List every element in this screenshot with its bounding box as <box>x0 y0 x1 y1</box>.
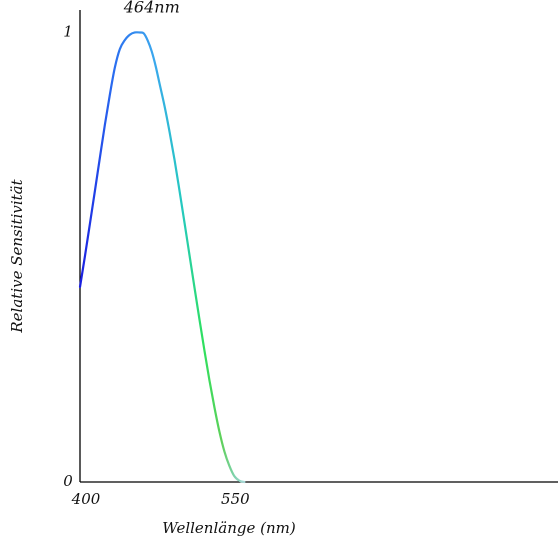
y-axis-title: Relative Sensitivität <box>8 178 26 333</box>
x-axis-title: Wellenlänge (nm) <box>162 519 296 537</box>
x-tick-label: 400 <box>71 490 101 508</box>
x-tick-labels: 400 550 <box>71 490 250 508</box>
y-tick-label: 0 <box>63 472 73 490</box>
y-tick-label: 1 <box>63 22 73 40</box>
sensitivity-curve <box>78 31 246 484</box>
x-tick-label: 550 <box>221 490 250 508</box>
y-tick-labels: 01 <box>63 22 73 490</box>
peak-annotation: 464nm <box>123 0 180 16</box>
